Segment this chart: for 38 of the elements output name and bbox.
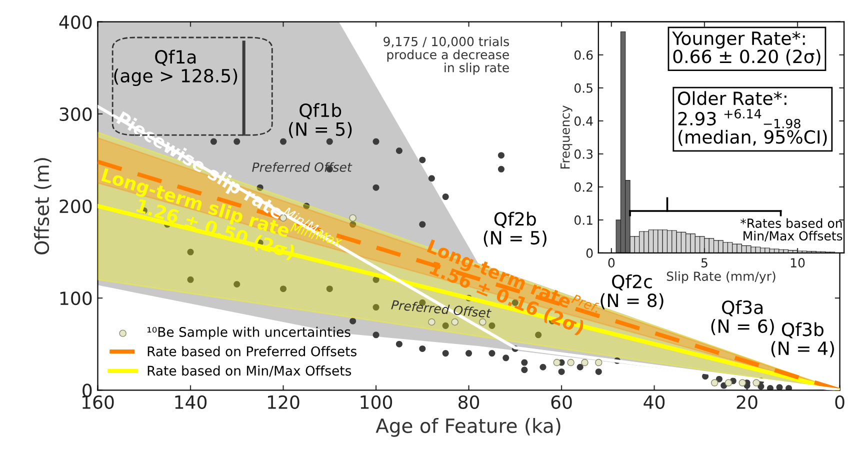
x-tick-label: 160: [82, 395, 114, 409]
y-tick-label: 400: [59, 15, 92, 29]
x-tick-label: 5: [701, 258, 708, 268]
annotation: *Rates based on Min/Max Offsets: [740, 218, 842, 242]
x-tick-label: 20: [736, 395, 758, 409]
x-tick-label: 140: [175, 395, 207, 409]
x-tick-label: 0: [608, 258, 615, 268]
annotation: Qf1a (age > 128.5): [114, 50, 238, 86]
y-tick-label: 0.5: [574, 83, 592, 93]
y-tick-label: 300: [60, 107, 92, 122]
y-tick-label: 0.1: [574, 215, 592, 225]
y-tick-label: 0.3: [574, 149, 593, 159]
x-tick-label: 0: [835, 395, 844, 409]
legend-label: ¹⁰Be Sample with uncertainties: [147, 326, 350, 340]
x-axis-title: Age of Feature (ka): [376, 418, 560, 437]
y-tick-label: 0.2: [574, 182, 592, 192]
annotation: Younger Rate*: 0.66 ± 0.20 (2σ): [672, 31, 820, 66]
x-tick-label: 60: [551, 395, 572, 409]
legend-label: Rate based on Preferred Offsets: [148, 346, 356, 356]
y-axis-title: Frequency: [560, 105, 572, 168]
y-axis-title: Offset (m): [34, 158, 52, 254]
y-tick-label: 200: [60, 199, 92, 214]
x-tick-label: 40: [644, 395, 665, 409]
y-tick-label: 0: [586, 248, 593, 258]
y-tick-label: 0.4: [574, 116, 593, 126]
annotation: Qf2c (N = 8): [600, 274, 664, 310]
x-tick-label: 10: [790, 258, 805, 268]
x-tick-label: 120: [268, 395, 300, 409]
annotation: Preferred Offset: [391, 300, 492, 318]
x-tick-label: 80: [458, 395, 480, 409]
x-tick-label: 100: [360, 395, 392, 409]
x-axis-title: Slip Rate (mm/yr): [666, 271, 776, 284]
annotation: Qf1b (N = 5): [289, 103, 352, 138]
annotation: Older Rate*: 2.93 $^{+6.14}$$_{−1.98}$ (median, 95%CI): [678, 91, 827, 146]
legend-label: Rate based on Min/Max Offsets: [148, 365, 352, 377]
y-tick-label: 0.6: [574, 50, 593, 60]
y-tick-label: 100: [60, 292, 92, 306]
annotation: 9,175 / 10,000 trials produce a decrease in slip rate: [384, 36, 509, 75]
